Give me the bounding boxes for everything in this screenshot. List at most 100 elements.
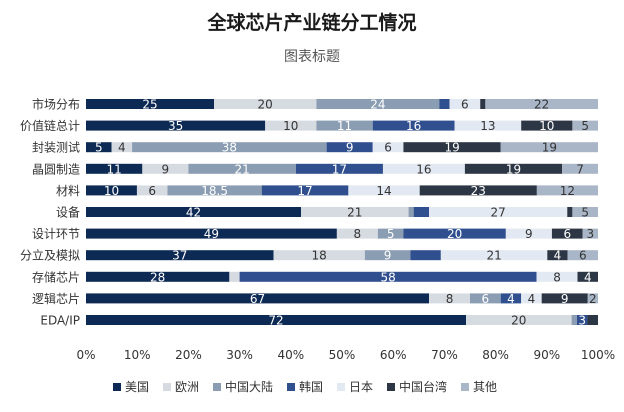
data-label: 10 <box>539 119 554 133</box>
bar-segment <box>86 142 112 153</box>
data-label: 58 <box>380 270 395 284</box>
data-label: 28 <box>150 270 165 284</box>
data-label: 19 <box>506 162 521 176</box>
data-label: 25 <box>142 98 157 112</box>
bar-segment <box>295 163 383 174</box>
data-label: 21 <box>347 206 362 220</box>
category-label: 市场分布 <box>32 97 80 112</box>
category-label: 价值链总计 <box>20 118 80 133</box>
data-label: 4 <box>528 292 536 306</box>
legend-label: 其他 <box>473 380 497 394</box>
data-label: 8 <box>553 270 561 284</box>
bar-segment <box>429 207 568 217</box>
chart-subtitle: 图表标题 <box>284 49 340 65</box>
data-label: 24 <box>370 98 385 112</box>
data-label: 8 <box>446 292 454 306</box>
data-label: 6 <box>384 141 392 155</box>
bar-segment <box>136 185 168 196</box>
data-label: 5 <box>581 206 589 220</box>
bar-segment <box>273 250 365 261</box>
data-label: 49 <box>204 227 219 241</box>
data-label: 72 <box>268 314 283 328</box>
legend-swatch <box>213 383 221 391</box>
data-label: 6 <box>461 98 469 112</box>
category-label: 材料 <box>56 184 80 198</box>
bar-segment <box>587 315 598 325</box>
bar-segment <box>239 271 537 282</box>
category-label: 设计环节 <box>32 227 80 241</box>
data-label: 21 <box>486 249 501 263</box>
bar-segment <box>562 163 598 174</box>
data-label: 10 <box>283 119 298 133</box>
bar-segment <box>86 120 266 131</box>
data-label: 13 <box>480 119 495 133</box>
bar-segment <box>377 228 404 239</box>
data-label: 12 <box>560 184 575 198</box>
x-tick-label: 30% <box>226 348 253 362</box>
data-label: 27 <box>491 206 506 220</box>
bar-segment <box>466 315 572 325</box>
data-label: 3 <box>586 227 594 241</box>
bar-segment <box>86 228 337 239</box>
bar-segment <box>364 250 411 261</box>
legend-label: 日本 <box>349 380 373 394</box>
bar-segment <box>410 250 441 261</box>
bar-segment <box>521 120 573 131</box>
data-label: 35 <box>168 119 183 133</box>
category-label: 存储芯片 <box>32 269 80 284</box>
data-label: 9 <box>525 227 533 241</box>
x-tick-label: 50% <box>329 348 356 362</box>
legend-swatch <box>337 383 345 391</box>
bar-segment <box>551 228 583 239</box>
bar-segment <box>348 185 420 196</box>
bar-segment <box>454 120 522 131</box>
data-label: 38 <box>222 141 237 155</box>
data-label: 14 <box>376 184 391 198</box>
data-label: 20 <box>447 227 462 241</box>
data-label: 22 <box>534 98 549 112</box>
category-label: 设备 <box>56 206 80 220</box>
bar-segment <box>587 293 598 304</box>
data-label: 5 <box>95 141 103 155</box>
data-label: 6 <box>148 184 156 198</box>
bar-segment <box>261 185 349 196</box>
data-label: 17 <box>297 184 312 198</box>
bar-segment <box>86 271 230 282</box>
category-label: 逻辑芯片 <box>32 292 80 306</box>
bar-segment <box>500 293 522 304</box>
data-label: 6 <box>482 292 490 306</box>
data-label: 20 <box>511 314 526 328</box>
bar-segment <box>576 315 588 325</box>
bar-segment <box>541 293 588 304</box>
x-tick-label: 60% <box>380 348 407 362</box>
bar-segment <box>464 163 563 174</box>
bar-segment <box>316 99 440 109</box>
bar-segment <box>229 271 240 282</box>
bar-segment <box>188 163 296 174</box>
data-label: 67 <box>250 292 265 306</box>
x-tick-label: 80% <box>482 348 509 362</box>
data-label: 4 <box>554 249 562 263</box>
category-label: 分立及模拟 <box>20 248 80 263</box>
bar-segment <box>167 185 262 196</box>
bar-segment <box>500 142 598 153</box>
data-label: 10 <box>104 184 119 198</box>
data-label: 5 <box>581 119 589 133</box>
legend-label: 中国台湾 <box>399 379 447 394</box>
bar-segment <box>485 99 598 109</box>
bar-segment <box>572 120 598 131</box>
bar-segment <box>86 207 302 217</box>
x-tick-label: 100% <box>581 348 615 362</box>
bar-segment <box>372 142 404 153</box>
data-label: 7 <box>576 162 584 176</box>
legend-swatch <box>113 383 121 391</box>
bar-segment <box>449 99 481 109</box>
bar-segment <box>86 250 274 261</box>
bar-segment <box>336 228 378 239</box>
x-tick-label: 10% <box>124 348 151 362</box>
data-label: 6 <box>579 249 587 263</box>
legend-label: 韩国 <box>299 379 323 394</box>
data-label: 4 <box>118 141 126 155</box>
bar-segment <box>413 207 430 217</box>
